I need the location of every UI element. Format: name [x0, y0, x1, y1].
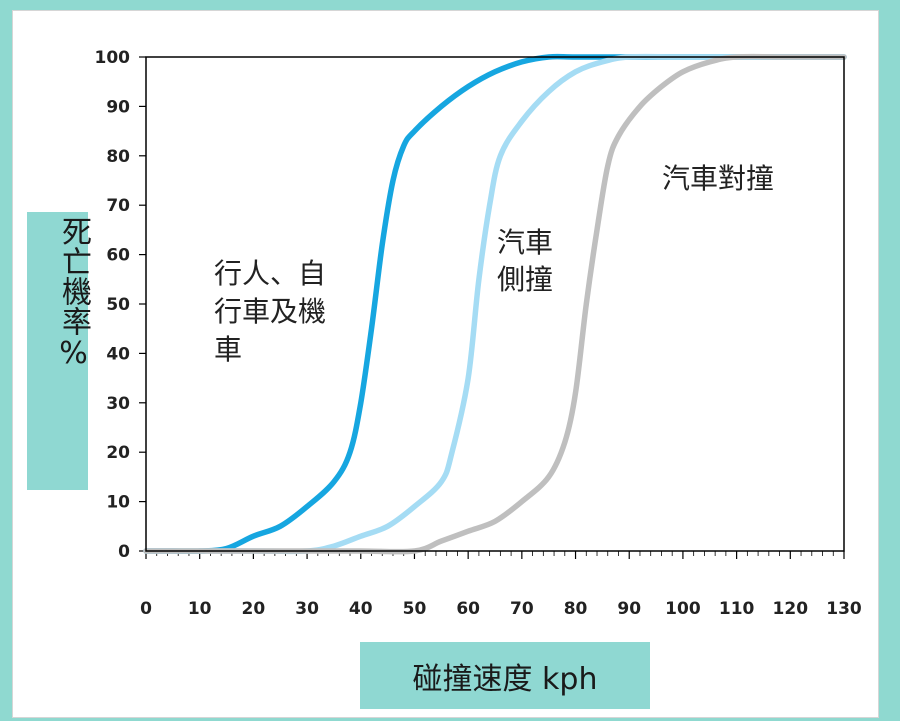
- y-tick-label: 50: [106, 295, 130, 315]
- x-tick-label: 100: [665, 599, 701, 619]
- y-axis-label-box: 死亡機率%: [27, 212, 91, 490]
- y-tick-label: 40: [106, 344, 130, 364]
- y-axis-label: 死亡機率%: [56, 216, 91, 371]
- tick-labels: 0 10 20 30 40 50 60 70 80 90 100 0 10 20 30 40 50 60 70 80 9…: [95, 48, 862, 619]
- x-tick-label: 70: [510, 599, 534, 619]
- x-tick-label: 120: [773, 599, 809, 619]
- curve-annotation-line: 側撞: [497, 263, 553, 296]
- x-tick-label: 30: [295, 599, 319, 619]
- x-tick-label: 0: [140, 599, 152, 619]
- x-tick-label: 10: [188, 599, 212, 619]
- x-tick-label: 110: [719, 599, 755, 619]
- y-tick-label: 80: [106, 147, 130, 167]
- x-axis-label-box: 碰撞速度 kph: [360, 642, 650, 709]
- x-tick-label: 40: [349, 599, 373, 619]
- plot-frame: [145, 56, 845, 552]
- y-tick-label: 20: [106, 443, 130, 463]
- curve-annotation-line: 汽車對撞: [662, 162, 774, 195]
- chart-card: [12, 10, 879, 718]
- x-axis-label: 碰撞速度 kph: [412, 661, 598, 697]
- curve-annotation-line: 汽車: [497, 226, 553, 259]
- x-tick-label: 20: [242, 599, 266, 619]
- curve-annotation-line: 行人、自: [214, 257, 326, 290]
- curve-annotation-line: 行車及機: [214, 295, 326, 328]
- y-tick-label: 100: [95, 48, 131, 68]
- x-tick-label: 60: [456, 599, 480, 619]
- y-tick-label: 70: [106, 196, 130, 216]
- y-tick-label: 60: [106, 246, 130, 266]
- x-tick-label: 50: [403, 599, 427, 619]
- y-tick-label: 90: [106, 97, 130, 117]
- x-tick-label: 80: [564, 599, 588, 619]
- y-tick-label: 30: [106, 394, 130, 414]
- x-tick-label: 90: [617, 599, 641, 619]
- curve-annotation-line: 車: [214, 333, 242, 366]
- y-tick-label: 10: [106, 493, 130, 513]
- y-tick-label: 0: [118, 542, 130, 562]
- x-tick-label: 130: [826, 599, 862, 619]
